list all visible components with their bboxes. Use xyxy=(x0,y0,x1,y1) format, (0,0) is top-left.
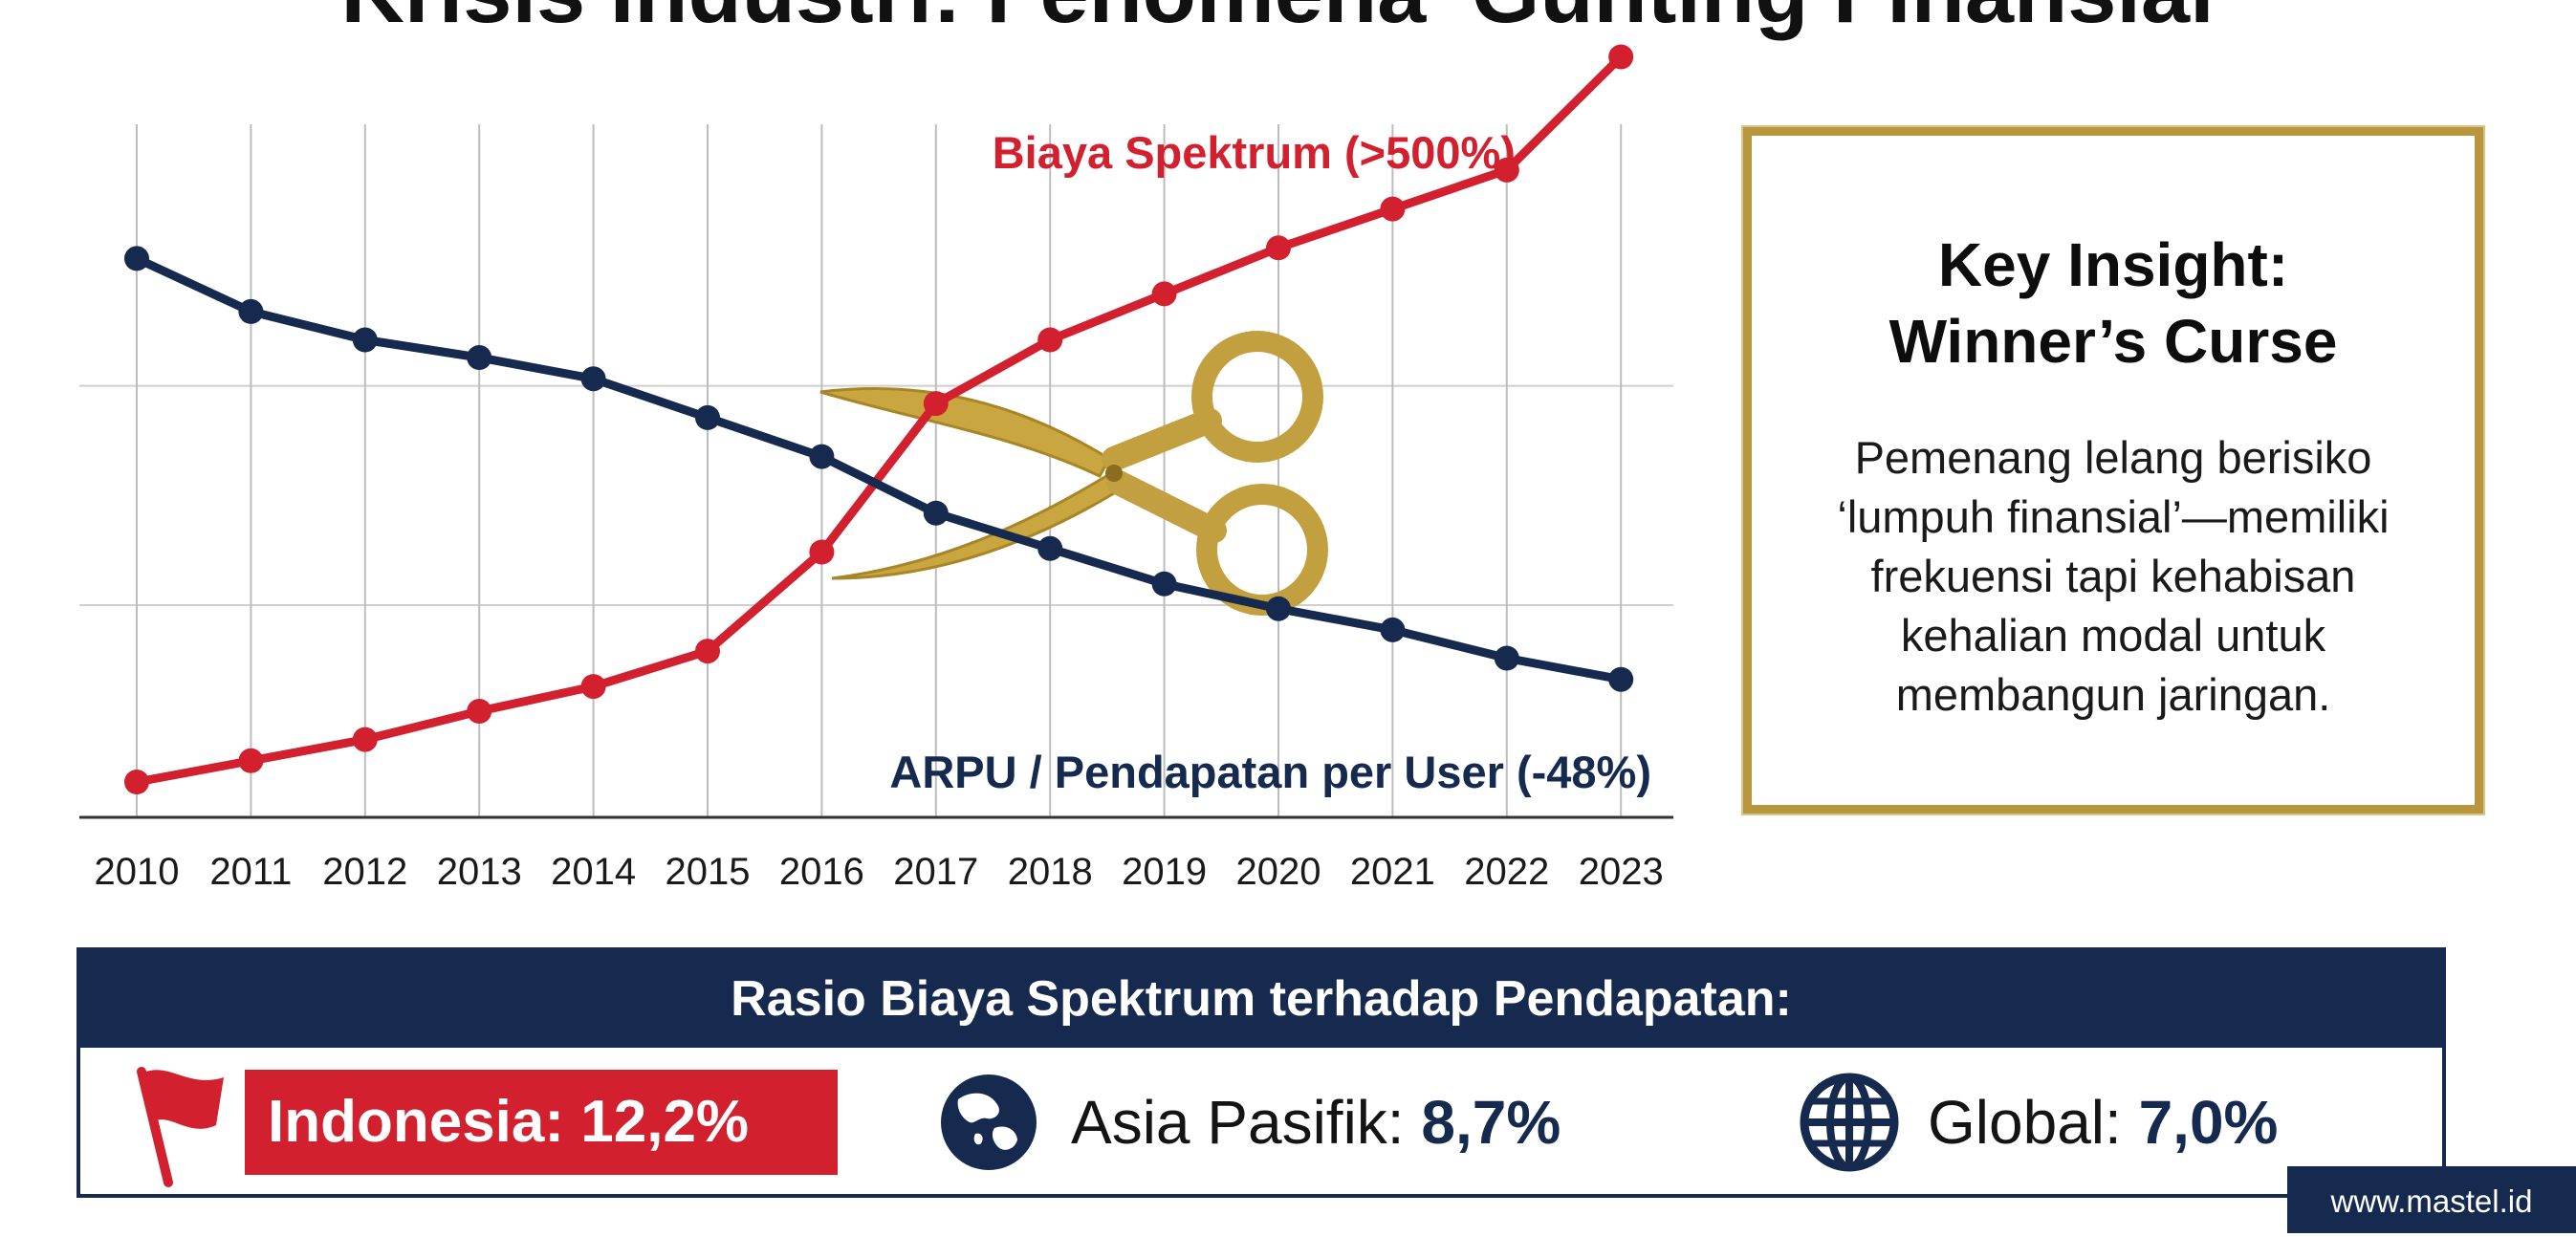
data-point-1 xyxy=(238,298,264,324)
ratio-indonesia-value: 12,2% xyxy=(580,1089,750,1155)
grid-layer xyxy=(79,124,1673,819)
x-tick-label: 2010 xyxy=(95,851,180,893)
x-tick-label: 2017 xyxy=(893,851,978,893)
ratio-global: Global: 7,0% xyxy=(1928,1070,2278,1175)
x-tick-label: 2013 xyxy=(437,851,522,893)
series-line-0 xyxy=(132,53,1626,787)
footer-website: www.mastel.id xyxy=(2287,1166,2576,1233)
data-point-1 xyxy=(1380,617,1406,642)
data-point-1 xyxy=(352,327,378,353)
data-point-1 xyxy=(1608,666,1634,692)
x-tick-label: 2022 xyxy=(1464,851,1549,893)
scissors-icon xyxy=(819,331,1328,616)
x-tick-label: 2019 xyxy=(1122,851,1207,893)
asia-globe-icon xyxy=(941,1074,1037,1170)
ratio-panel: Rasio Biaya Spektrum terhadap Pendapatan… xyxy=(76,947,2446,1198)
ratio-indonesia-label: Indonesia: xyxy=(268,1089,565,1155)
ratio-header: Rasio Biaya Spektrum terhadap Pendapatan… xyxy=(80,951,2442,1048)
data-point-0 xyxy=(467,699,492,724)
data-point-0 xyxy=(695,639,720,664)
globe-icon xyxy=(1800,1073,1899,1172)
ratio-global-value: 7,0% xyxy=(2138,1088,2279,1157)
series-line-1 xyxy=(132,253,1626,684)
data-point-1 xyxy=(1037,535,1063,561)
data-point-0 xyxy=(1608,44,1634,70)
data-point-0 xyxy=(238,748,264,773)
insight-title: Key Insight: Winner’s Curse xyxy=(1752,227,2475,380)
x-tick-label: 2018 xyxy=(1008,851,1093,893)
series-layer xyxy=(124,44,1634,794)
data-point-1 xyxy=(467,345,492,370)
x-tick-label: 2023 xyxy=(1579,851,1664,893)
page-title: Krisis Industri: Fenomena 'Gunting Finan… xyxy=(0,0,2576,40)
data-point-0 xyxy=(580,674,606,700)
series-label-arpu: ARPU / Pendapatan per User (-48%) xyxy=(889,747,1651,797)
x-tick-label: 2021 xyxy=(1350,851,1435,893)
insight-title-line2: Winner’s Curse xyxy=(1888,307,2338,376)
insight-title-line1: Key Insight: xyxy=(1937,230,2289,299)
data-point-1 xyxy=(809,444,835,469)
ratio-asia-value: 8,7% xyxy=(1421,1088,1561,1157)
data-point-1 xyxy=(1151,571,1177,597)
line-chart: 2010 2011 2012 2013 2014 2015 2016 2017 2018 2019… xyxy=(79,44,1673,893)
data-point-0 xyxy=(809,539,835,565)
data-point-1 xyxy=(1494,645,1519,671)
insight-body: Pemenang lelang berisiko ‘lumpuh finansi… xyxy=(1837,432,2390,720)
ratio-indonesia: Indonesia: 12,2% xyxy=(245,1070,838,1175)
data-point-0 xyxy=(923,391,949,417)
ratio-asia-label: Asia Pasifik: xyxy=(1071,1088,1405,1157)
x-tick-label: 2012 xyxy=(322,851,407,893)
data-point-0 xyxy=(1494,157,1519,183)
data-point-0 xyxy=(1266,235,1291,261)
ratio-global-label: Global: xyxy=(1928,1088,2122,1157)
data-point-1 xyxy=(1266,596,1291,621)
ratio-asia: Asia Pasifik: 8,7% xyxy=(1071,1070,1561,1175)
label-layer: 2010 2011 2012 2013 2014 2015 2016 2017 2018 2019… xyxy=(95,127,1664,893)
data-point-0 xyxy=(352,727,378,752)
data-point-0 xyxy=(1380,196,1406,222)
data-point-1 xyxy=(124,246,149,271)
x-tick-label: 2011 xyxy=(209,851,292,893)
data-point-1 xyxy=(695,404,720,430)
data-point-1 xyxy=(923,500,949,526)
data-point-1 xyxy=(580,366,606,392)
x-tick-label: 2014 xyxy=(551,851,636,893)
series-label-biaya-spektrum: Biaya Spektrum (>500%) xyxy=(993,127,1516,178)
flag-icon xyxy=(137,1067,224,1187)
key-insight-box: Key Insight: Winner’s Curse Pemenang lel… xyxy=(1741,125,2485,815)
x-tick-label: 2020 xyxy=(1236,851,1321,893)
data-point-0 xyxy=(1037,327,1063,353)
x-tick-label: 2015 xyxy=(666,851,751,893)
data-point-0 xyxy=(1151,281,1177,307)
x-tick-label: 2016 xyxy=(779,851,864,893)
data-point-0 xyxy=(124,770,149,794)
